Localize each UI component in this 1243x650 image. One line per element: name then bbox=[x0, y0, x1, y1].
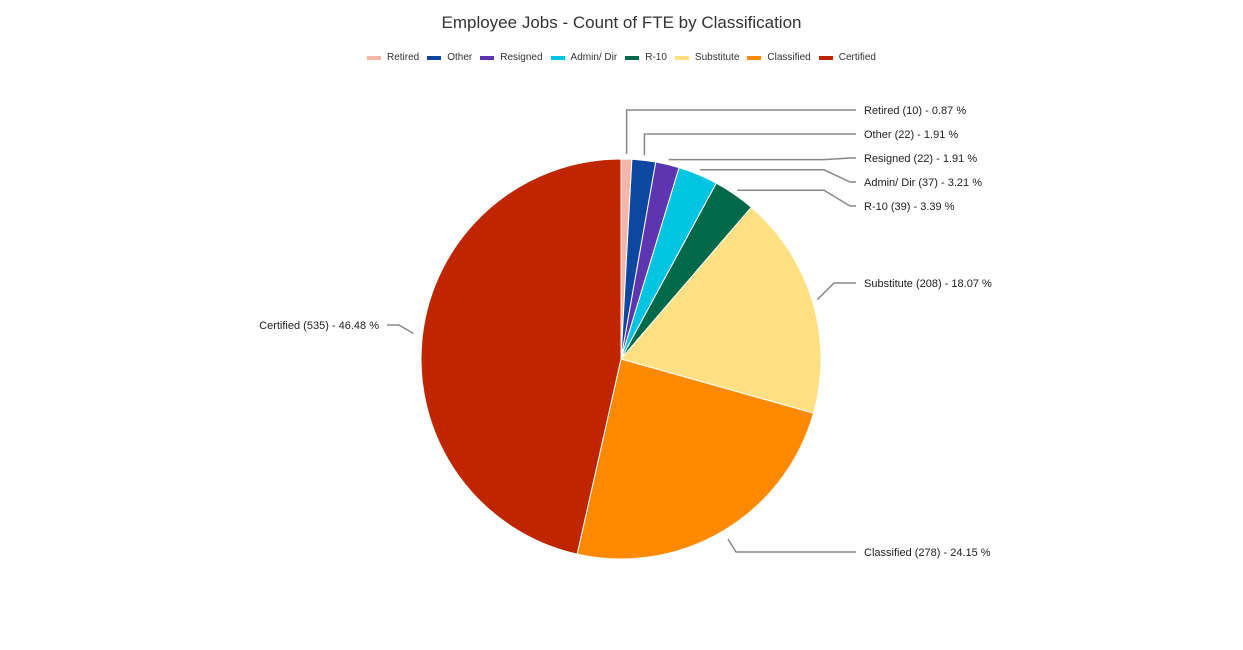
legend-swatch bbox=[818, 55, 833, 60]
data-label-classified: Classified (278) - 24.15 % bbox=[864, 547, 991, 559]
legend-item-admin-dir[interactable]: Admin/ Dir bbox=[550, 52, 618, 63]
legend-label: Resigned bbox=[500, 52, 543, 63]
legend-swatch bbox=[674, 55, 689, 60]
legend-item-retired[interactable]: Retired bbox=[367, 52, 419, 63]
legend-label: Admin/ Dir bbox=[570, 52, 618, 63]
leader-line-classified bbox=[727, 538, 856, 553]
legend-label: Other bbox=[447, 52, 473, 63]
data-label-substitute: Substitute (208) - 18.07 % bbox=[864, 278, 992, 290]
legend-item-other[interactable]: Other bbox=[427, 52, 472, 63]
leader-line-substitute bbox=[816, 282, 856, 301]
data-label-other: Other (22) - 1.91 % bbox=[864, 129, 958, 141]
legend-swatch bbox=[427, 55, 442, 60]
legend-item-r-10[interactable]: R-10 bbox=[625, 52, 667, 63]
legend-label: Certified bbox=[838, 52, 876, 63]
leader-line-certified bbox=[387, 324, 414, 335]
pie-slice-certified[interactable] bbox=[420, 158, 622, 555]
legend-item-resigned[interactable]: Resigned bbox=[480, 52, 543, 63]
data-label-retired: Retired (10) - 0.87 % bbox=[864, 105, 966, 117]
legend-swatch bbox=[480, 55, 495, 60]
legend-swatch bbox=[625, 55, 640, 60]
leader-line-retired bbox=[625, 109, 856, 155]
legend-label: Classified bbox=[767, 52, 811, 63]
legend-item-substitute[interactable]: Substitute bbox=[674, 52, 740, 63]
legend-item-certified[interactable]: Certified bbox=[818, 52, 876, 63]
legend-item-classified[interactable]: Classified bbox=[747, 52, 811, 63]
pie-slice-classified[interactable] bbox=[576, 358, 815, 560]
legend-swatch bbox=[550, 55, 565, 60]
data-label-resigned: Resigned (22) - 1.91 % bbox=[864, 153, 977, 165]
legend-swatch bbox=[367, 55, 381, 60]
chart-title: Employee Jobs - Count of FTE by Classifi… bbox=[441, 13, 802, 32]
leader-line-admin-dir bbox=[700, 169, 856, 183]
data-label-r-10: R-10 (39) - 3.39 % bbox=[864, 201, 955, 213]
legend-label: Retired bbox=[387, 52, 420, 63]
legend-swatch bbox=[747, 55, 762, 60]
data-label-admin-dir: Admin/ Dir (37) - 3.21 % bbox=[864, 177, 982, 189]
pie-slice-substitute[interactable] bbox=[620, 206, 822, 414]
data-label-certified: Certified (535) - 46.48 % bbox=[259, 320, 379, 332]
legend-label: R-10 bbox=[645, 52, 667, 63]
chart-legend: Retired Other Resigned Admin/ Dir R-10 Substi… bbox=[0, 52, 1243, 63]
leader-line-other bbox=[643, 133, 856, 156]
legend-label: Substitute bbox=[694, 52, 740, 63]
leader-line-resigned bbox=[668, 157, 856, 161]
leader-line-r-10 bbox=[737, 189, 856, 207]
